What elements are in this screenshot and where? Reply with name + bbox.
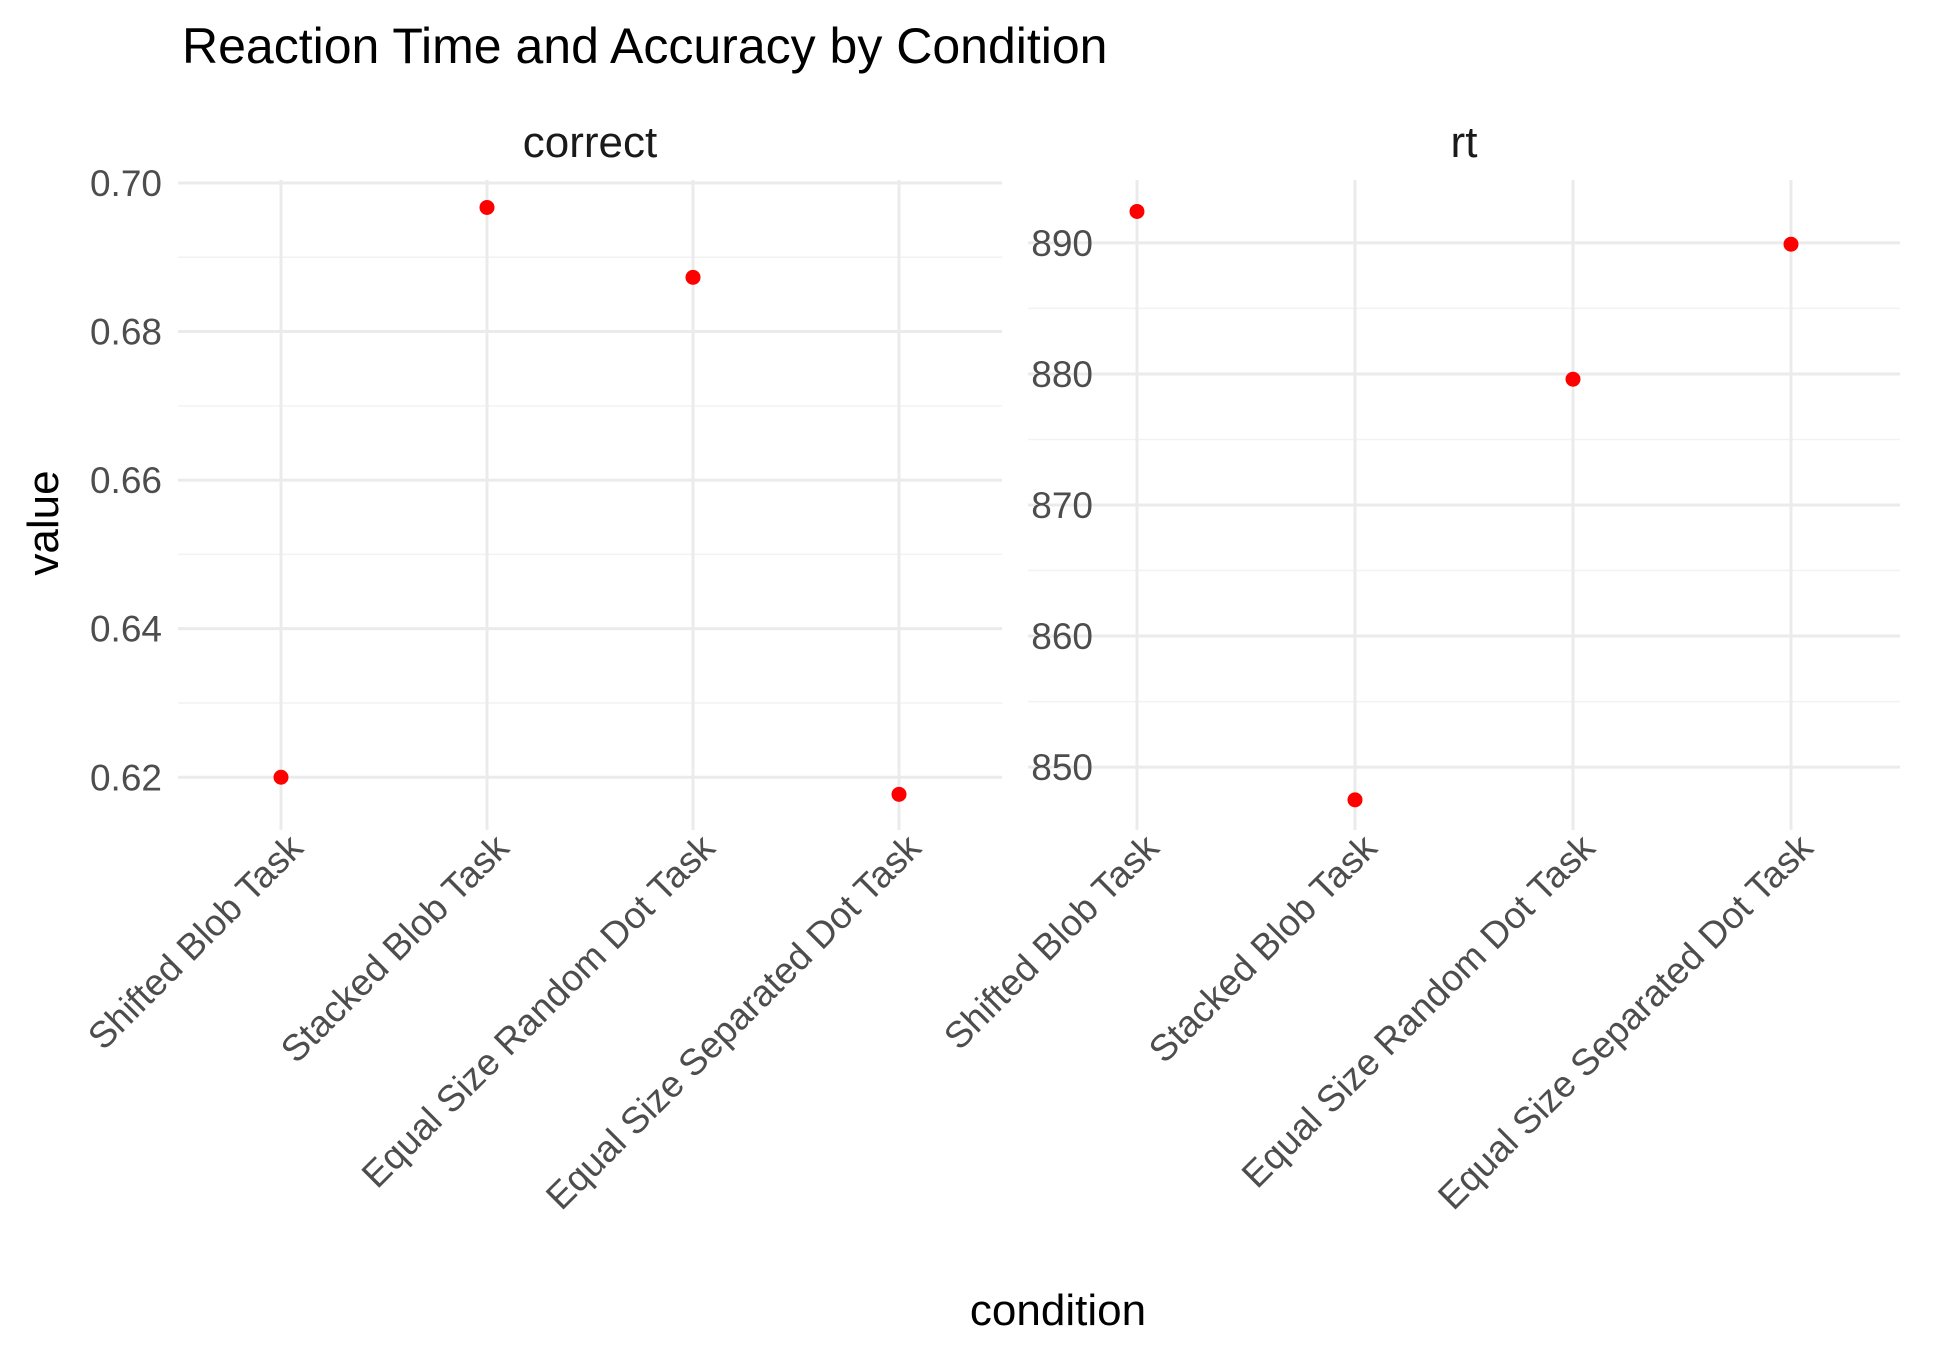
chart-title: Reaction Time and Accuracy by Condition	[182, 18, 1108, 74]
facet-rt: 850 860 870 880 890 rt Shifted Blob TaskStacke…	[936, 118, 1900, 1217]
x-axis-title: condition	[970, 1286, 1146, 1335]
data-point	[479, 199, 495, 215]
x-tick-label: Stacked Blob Task	[273, 826, 517, 1070]
y-tick-label: 0.70	[90, 163, 162, 204]
x-tick-label: Equal Size Separated Dot Task	[538, 826, 929, 1217]
data-point	[685, 269, 701, 285]
x-tick-label: Equal Size Random Dot Task	[1234, 826, 1603, 1195]
data-point	[1129, 203, 1145, 219]
y-tick-label: 860	[1031, 616, 1093, 657]
y-axis-title: value	[19, 470, 68, 575]
x-tick-label: Shifted Blob Task	[936, 826, 1167, 1057]
data-point	[891, 786, 907, 802]
y-tick-label: 850	[1031, 747, 1093, 788]
data-point	[1565, 371, 1581, 387]
y-tick-label: 0.68	[90, 312, 162, 353]
x-tick-label: Equal Size Random Dot Task	[354, 826, 723, 1195]
y-tick-label: 0.64	[90, 609, 162, 650]
data-point	[273, 769, 289, 785]
data-point	[1783, 236, 1799, 252]
y-tick-label: 0.62	[90, 757, 162, 798]
y-tick-label: 870	[1031, 485, 1093, 526]
y-tick-label: 890	[1031, 223, 1093, 264]
x-tick-label: Shifted Blob Task	[80, 826, 311, 1057]
facet-label: rt	[1451, 118, 1478, 167]
data-point	[1347, 792, 1363, 808]
facet-correct: 0.62 0.64 0.66 0.68 0.70 correct Shifted Blob …	[80, 118, 1002, 1217]
x-tick-label: Equal Size Separated Dot Task	[1430, 826, 1821, 1217]
y-tick-label: 880	[1031, 354, 1093, 395]
facet-panels: 0.62 0.64 0.66 0.68 0.70 correct Shifted Blob …	[80, 118, 1900, 1217]
facet-label: correct	[523, 118, 657, 167]
x-tick-label: Stacked Blob Task	[1141, 826, 1385, 1070]
y-tick-label: 0.66	[90, 460, 162, 501]
